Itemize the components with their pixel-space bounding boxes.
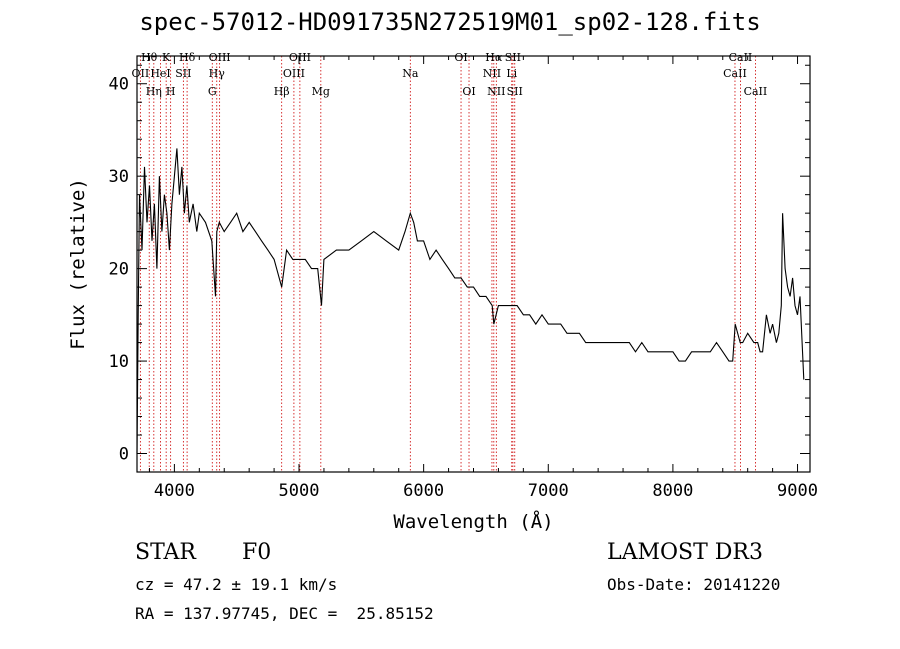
line-label: H: [166, 85, 176, 98]
line-label: Li: [506, 67, 517, 80]
line-label: SII: [505, 51, 521, 64]
line-label: OIII: [283, 67, 305, 80]
line-label: SII: [175, 67, 191, 80]
x-tick-label: 7000: [528, 481, 569, 501]
line-label: Hη: [146, 85, 162, 98]
x-axis: 4000 5000 6000 7000 8000 9000: [148, 56, 818, 501]
line-label: Na: [402, 67, 419, 80]
x-tick-label: 6000: [403, 481, 444, 501]
line-label: G: [208, 85, 217, 98]
x-tick-label: 5000: [279, 481, 320, 501]
line-label: Hβ: [274, 85, 290, 98]
line-label: CaII: [729, 51, 753, 64]
x-axis-label: Wavelength (Å): [393, 510, 553, 533]
x-tick-label: 8000: [652, 481, 693, 501]
line-label: NII: [483, 67, 501, 80]
line-label: CaII: [723, 67, 747, 80]
redshift-velocity: cz = 47.2 ± 19.1 km/s: [135, 575, 338, 594]
object-subclass: F0: [242, 540, 272, 565]
line-label: K: [162, 51, 171, 64]
line-label: OII: [132, 67, 150, 80]
survey-name: LAMOST DR3: [607, 540, 763, 565]
line-label: Hα: [485, 51, 503, 64]
line-label: OIII: [289, 51, 311, 64]
observation-date: Obs-Date: 20141220: [607, 575, 781, 594]
coordinates: RA = 137.97745, DEC = 25.85152: [135, 604, 434, 623]
y-tick-label: 10: [109, 352, 129, 372]
line-label: HeI: [150, 67, 170, 80]
y-axis: 0 10 20 30 40: [109, 64, 810, 465]
line-label: SII: [507, 85, 523, 98]
y-axis-label: Flux (relative): [67, 178, 89, 350]
emission-line-labels: OIIHθHηHeIKHSIIHδGHγOIIIHβOIIIOIIIMgNaOI…: [132, 51, 768, 98]
line-label: Hδ: [179, 51, 196, 64]
y-tick-label: 40: [109, 75, 129, 95]
line-label: CaII: [744, 85, 768, 98]
spectrum-series-line: [136, 148, 805, 454]
line-label: NII: [487, 85, 505, 98]
y-tick-label: 0: [119, 445, 129, 465]
object-class: STAR: [135, 540, 196, 565]
line-label: Hγ: [209, 67, 226, 80]
y-tick-label: 20: [109, 260, 129, 280]
line-label: OI: [462, 85, 475, 98]
plot-frame: [136, 55, 811, 473]
x-tick-label: 9000: [777, 481, 818, 501]
line-label: Mg: [312, 85, 330, 98]
chart-title: spec-57012-HD091735N272519M01_sp02-128.f…: [139, 8, 761, 36]
emission-line-markers: [139, 56, 756, 472]
line-label: OIII: [209, 51, 231, 64]
x-tick-label: 4000: [154, 481, 195, 501]
line-label: OI: [454, 51, 467, 64]
y-tick-label: 30: [109, 167, 129, 187]
